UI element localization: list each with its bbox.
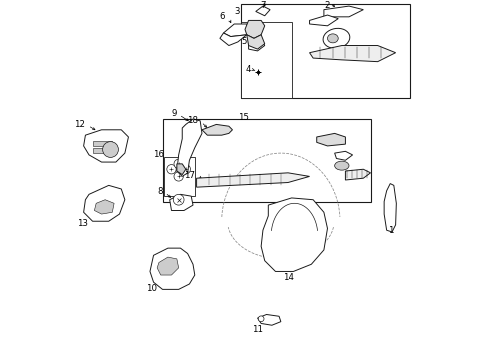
- Circle shape: [102, 141, 119, 157]
- Text: 9: 9: [172, 109, 177, 118]
- Bar: [163, 119, 370, 202]
- Polygon shape: [245, 21, 265, 39]
- Polygon shape: [170, 194, 193, 211]
- Text: 6: 6: [220, 12, 225, 21]
- Text: 4: 4: [245, 65, 251, 74]
- Polygon shape: [220, 33, 247, 45]
- Polygon shape: [248, 37, 265, 51]
- Polygon shape: [261, 198, 327, 271]
- Polygon shape: [95, 200, 114, 214]
- Polygon shape: [256, 6, 270, 16]
- Circle shape: [181, 165, 191, 174]
- Circle shape: [174, 159, 183, 168]
- Polygon shape: [247, 35, 265, 49]
- Text: 14: 14: [283, 273, 294, 282]
- Text: 2: 2: [325, 1, 330, 10]
- Text: 7: 7: [260, 1, 266, 10]
- Text: 12: 12: [74, 120, 85, 129]
- Ellipse shape: [335, 161, 349, 170]
- Bar: [164, 157, 195, 196]
- Polygon shape: [258, 315, 281, 325]
- Text: 8: 8: [157, 187, 163, 196]
- Text: 11: 11: [252, 325, 263, 334]
- Text: 17: 17: [184, 171, 195, 180]
- Circle shape: [174, 172, 183, 181]
- Text: 5: 5: [241, 37, 247, 46]
- Polygon shape: [324, 6, 364, 17]
- Polygon shape: [157, 257, 179, 275]
- Polygon shape: [84, 185, 125, 221]
- Circle shape: [173, 194, 184, 205]
- Ellipse shape: [327, 34, 338, 43]
- Text: 16: 16: [153, 150, 164, 159]
- Polygon shape: [310, 15, 338, 26]
- Polygon shape: [345, 169, 370, 180]
- Polygon shape: [84, 130, 128, 162]
- Text: 10: 10: [146, 284, 157, 293]
- Polygon shape: [310, 45, 395, 62]
- Polygon shape: [335, 151, 353, 160]
- Polygon shape: [150, 248, 195, 289]
- Polygon shape: [196, 173, 310, 187]
- Bar: [242, 4, 410, 98]
- Circle shape: [167, 165, 176, 174]
- Ellipse shape: [323, 28, 350, 48]
- Text: 18: 18: [187, 116, 198, 125]
- Polygon shape: [177, 164, 186, 175]
- Polygon shape: [223, 24, 248, 37]
- Text: 13: 13: [77, 220, 88, 229]
- Bar: [242, 22, 292, 98]
- Polygon shape: [177, 119, 202, 176]
- Text: 15: 15: [238, 113, 249, 122]
- Text: 1: 1: [389, 226, 394, 235]
- Polygon shape: [317, 134, 345, 146]
- Polygon shape: [384, 184, 396, 232]
- Bar: [93, 148, 112, 153]
- Circle shape: [258, 316, 264, 321]
- Polygon shape: [202, 125, 232, 135]
- Text: 3: 3: [234, 7, 240, 16]
- Bar: [93, 140, 112, 146]
